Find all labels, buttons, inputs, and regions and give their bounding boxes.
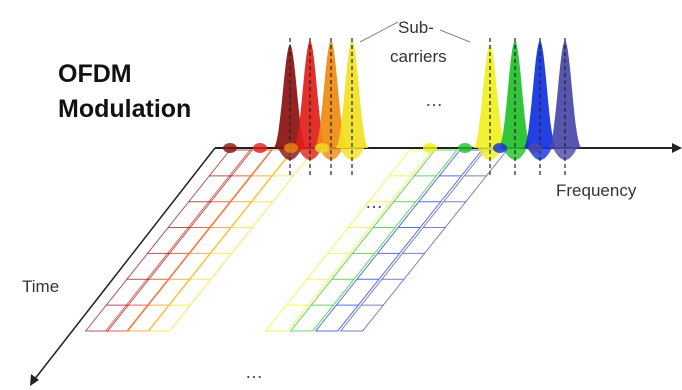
side-lobe [458,143,472,153]
pointer-line [440,30,470,42]
ellipsis: … [365,192,383,212]
grid-strip [127,150,293,331]
side-lobe [493,143,507,153]
time-label: Time [22,277,59,296]
pointer-line [360,22,398,42]
side-lobe [423,143,437,153]
grid-strip [341,150,507,331]
ofdm-diagram: OFDM Modulation Sub- carriers Frequency … [0,0,682,390]
time-axis [34,148,215,380]
side-lobe [528,143,542,153]
side-lobe [253,143,267,153]
subcarriers-label: Sub- [398,18,434,37]
grid-strip [266,150,432,331]
grid-strip [316,150,482,331]
ellipsis: … [425,90,443,110]
title-line: Modulation [58,95,191,123]
page: OFDM Modulation Sub- carriers Frequency … [0,0,682,390]
frequency-label: Frequency [556,181,637,200]
frequency-arrow [672,143,682,153]
title-line: OFDM [58,60,132,88]
time-grids [86,150,507,331]
side-lobe [284,143,298,153]
side-lobe [315,143,329,153]
grid-strip [291,150,457,331]
grid-strip [106,150,272,331]
ellipsis: … [245,362,263,382]
side-lobe [223,143,237,153]
subcarriers-label: carriers [390,47,447,66]
